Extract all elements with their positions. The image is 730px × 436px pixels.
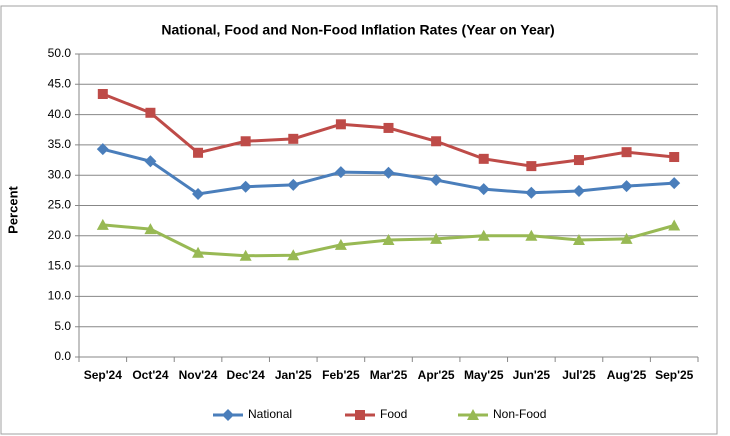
x-tick-label: Mar'25 xyxy=(370,368,408,382)
marker xyxy=(525,186,538,199)
marker xyxy=(621,147,632,158)
marker xyxy=(467,409,479,420)
marker xyxy=(96,218,109,230)
x-tick-label: Sep'24 xyxy=(84,368,123,382)
marker xyxy=(620,232,633,244)
marker xyxy=(572,234,585,246)
y-tick-label: 35.0 xyxy=(48,137,72,151)
x-tick-label: Feb'25 xyxy=(322,368,360,382)
x-tick-label: Sep'25 xyxy=(655,368,694,382)
marker xyxy=(288,133,299,144)
y-tick-label: 45.0 xyxy=(48,76,72,90)
y-tick-label: 10.0 xyxy=(48,289,72,303)
marker xyxy=(97,88,108,99)
marker xyxy=(478,153,489,164)
marker xyxy=(430,232,443,244)
marker xyxy=(477,183,490,196)
y-axis-label: Percent xyxy=(5,185,20,233)
marker xyxy=(192,246,205,258)
marker xyxy=(287,178,300,191)
marker xyxy=(355,410,365,420)
marker xyxy=(382,234,395,246)
x-tick-label: Dec'24 xyxy=(227,368,266,382)
marker xyxy=(239,249,252,261)
marker xyxy=(383,122,394,133)
marker xyxy=(668,177,681,190)
x-tick-label: Jul'25 xyxy=(562,368,596,382)
y-tick-label: 15.0 xyxy=(48,258,72,272)
x-tick-label: Jan'25 xyxy=(275,368,312,382)
marker xyxy=(334,166,347,179)
x-tick-label: Aug'25 xyxy=(607,368,647,382)
marker xyxy=(96,143,109,156)
marker xyxy=(477,229,490,241)
legend-label: Food xyxy=(380,407,407,421)
marker xyxy=(335,119,346,130)
marker xyxy=(145,107,156,118)
marker xyxy=(240,136,251,147)
marker xyxy=(382,166,395,179)
x-tick-label: Jun'25 xyxy=(513,368,551,382)
marker xyxy=(572,184,585,197)
legend-label: National xyxy=(248,407,292,421)
marker xyxy=(430,174,443,187)
y-tick-label: 20.0 xyxy=(48,228,72,242)
x-tick-label: Oct'24 xyxy=(132,368,169,382)
x-tick-label: May'25 xyxy=(464,368,504,382)
y-tick-label: 25.0 xyxy=(48,198,72,212)
marker xyxy=(431,136,442,147)
marker xyxy=(287,249,300,261)
legend-label: Non-Food xyxy=(493,407,546,421)
marker xyxy=(334,238,347,250)
y-tick-label: 50.0 xyxy=(48,46,72,60)
marker xyxy=(239,180,252,193)
marker xyxy=(222,409,234,421)
y-tick-label: 5.0 xyxy=(54,319,71,333)
y-tick-label: 40.0 xyxy=(48,107,72,121)
y-tick-label: 0.0 xyxy=(54,349,71,363)
marker xyxy=(144,155,157,168)
chart-border xyxy=(0,5,718,435)
marker xyxy=(144,223,157,235)
marker xyxy=(526,161,537,172)
marker xyxy=(669,152,680,163)
marker xyxy=(192,187,205,200)
marker xyxy=(193,147,204,158)
x-tick-label: Nov'24 xyxy=(179,368,218,382)
marker xyxy=(573,155,584,166)
marker xyxy=(620,180,633,193)
y-tick-label: 30.0 xyxy=(48,167,72,181)
marker xyxy=(525,229,538,241)
chart-title: National, Food and Non-Food Inflation Ra… xyxy=(161,22,554,38)
x-tick-label: Apr'25 xyxy=(418,368,455,382)
marker xyxy=(668,219,681,231)
